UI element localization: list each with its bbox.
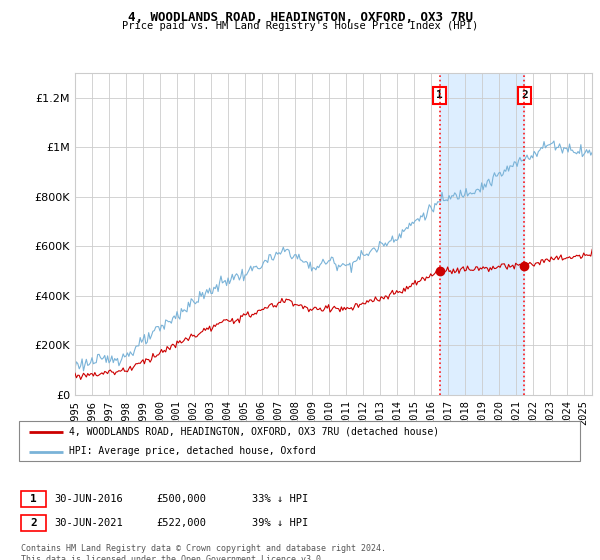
Text: 2: 2 bbox=[521, 90, 528, 100]
Text: Contains HM Land Registry data © Crown copyright and database right 2024.
This d: Contains HM Land Registry data © Crown c… bbox=[21, 544, 386, 560]
Text: 39% ↓ HPI: 39% ↓ HPI bbox=[252, 518, 308, 528]
Text: Price paid vs. HM Land Registry's House Price Index (HPI): Price paid vs. HM Land Registry's House … bbox=[122, 21, 478, 31]
Text: 33% ↓ HPI: 33% ↓ HPI bbox=[252, 494, 308, 504]
Text: 2: 2 bbox=[30, 518, 37, 528]
Text: 1: 1 bbox=[30, 494, 37, 504]
Text: 30-JUN-2016: 30-JUN-2016 bbox=[54, 494, 123, 504]
Text: £522,000: £522,000 bbox=[156, 518, 206, 528]
Text: 30-JUN-2021: 30-JUN-2021 bbox=[54, 518, 123, 528]
Text: 4, WOODLANDS ROAD, HEADINGTON, OXFORD, OX3 7RU: 4, WOODLANDS ROAD, HEADINGTON, OXFORD, O… bbox=[128, 11, 473, 24]
Bar bbox=[440, 73, 524, 395]
Text: HPI: Average price, detached house, Oxford: HPI: Average price, detached house, Oxfo… bbox=[69, 446, 316, 456]
FancyBboxPatch shape bbox=[19, 421, 580, 461]
Text: 4, WOODLANDS ROAD, HEADINGTON, OXFORD, OX3 7RU (detached house): 4, WOODLANDS ROAD, HEADINGTON, OXFORD, O… bbox=[69, 427, 439, 437]
Text: £500,000: £500,000 bbox=[156, 494, 206, 504]
Text: 1: 1 bbox=[436, 90, 443, 100]
